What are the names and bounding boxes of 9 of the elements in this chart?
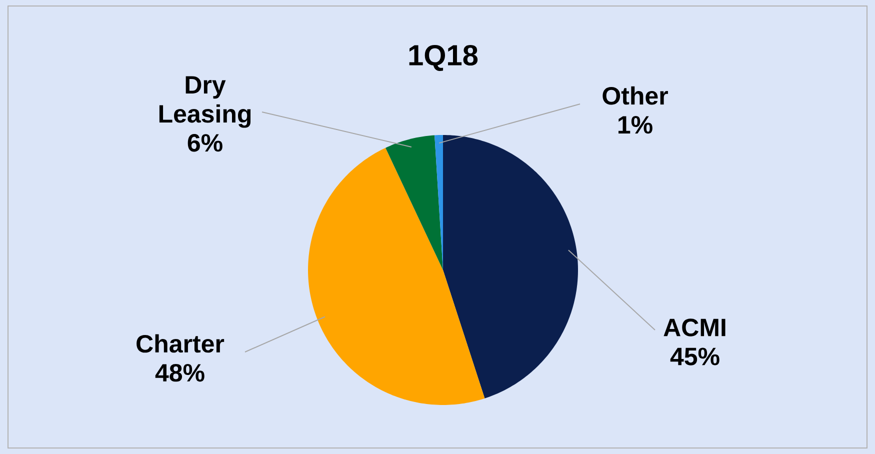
slice-label: Charter [136,334,224,353]
data-label: 1% [618,116,652,134]
data-label: 48% [155,364,204,382]
chart-title: 1Q18 [409,45,478,71]
data-label: 45% [670,348,720,366]
slice-label: ACMI [664,318,726,336]
slice-label: Dry Leasing [159,76,251,128]
slice-label: Other [602,86,668,105]
data-label: 6% [188,134,222,152]
